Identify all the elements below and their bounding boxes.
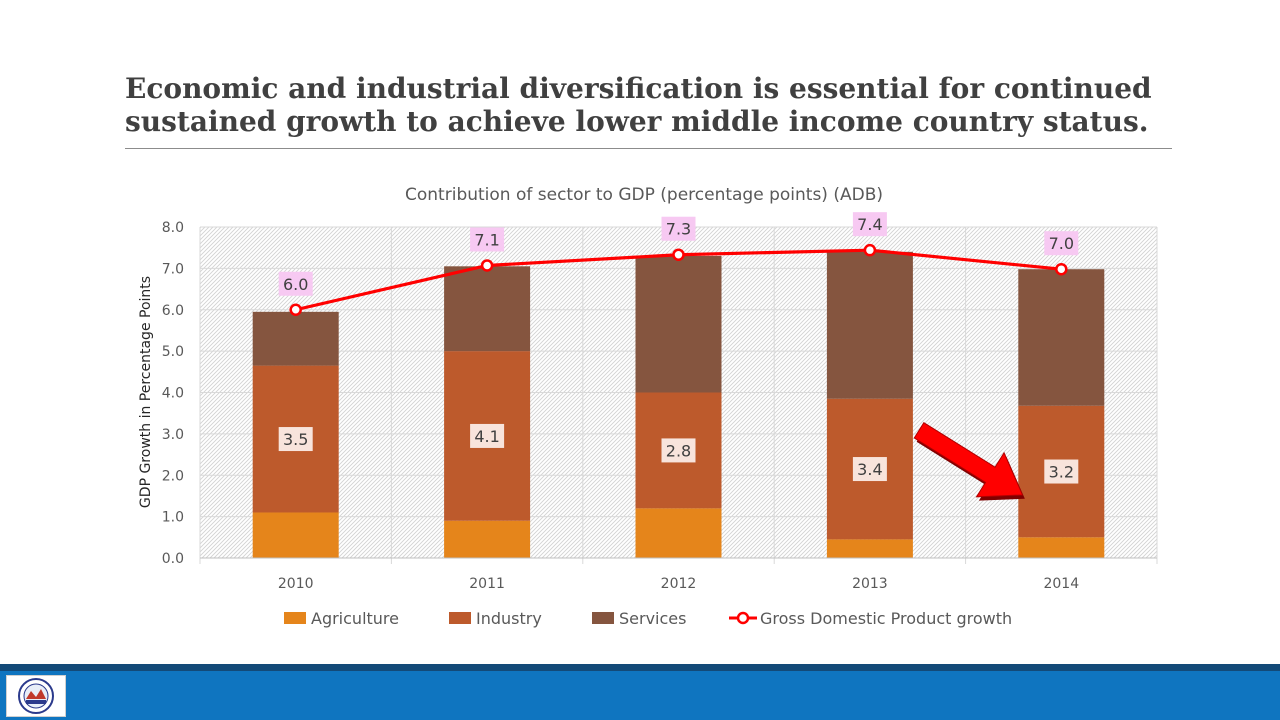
data-label: 6.0 [283, 275, 308, 294]
y-tick-label: 3.0 [162, 427, 184, 443]
bar-agriculture [635, 508, 722, 558]
gdp-growth-marker [672, 248, 685, 261]
data-label: 7.4 [857, 215, 882, 234]
legend-label: Industry [476, 609, 542, 628]
x-tick-label: 2013 [852, 576, 888, 592]
bar-agriculture [826, 539, 913, 558]
x-tick-label: 2011 [469, 576, 505, 592]
x-tick-label: 2012 [661, 576, 697, 592]
data-label: 7.0 [1049, 234, 1074, 253]
bar-agriculture [1018, 537, 1105, 558]
y-tick-label: 5.0 [162, 344, 184, 360]
slide-title: Economic and industrial diversification … [125, 72, 1152, 138]
bar-services [826, 251, 913, 399]
footer-band [0, 664, 1280, 720]
x-tick-label: 2010 [278, 576, 314, 592]
data-label-background [661, 438, 696, 463]
data-label-background [470, 227, 505, 252]
data-label-background [661, 216, 696, 241]
y-axis-title: GDP Growth in Percentage Points [138, 276, 154, 508]
bar-agriculture [444, 520, 531, 558]
gdp-growth-marker [1055, 262, 1068, 276]
y-tick-label: 0.0 [162, 551, 184, 567]
y-tick-label: 4.0 [162, 386, 184, 402]
data-label-background [1044, 459, 1079, 484]
title-divider [125, 148, 1172, 149]
y-tick-label: 7.0 [162, 261, 184, 277]
footer-divider [0, 664, 1280, 671]
y-tick-label: 6.0 [162, 303, 184, 319]
organization-logo [6, 675, 66, 717]
y-tick-label: 8.0 [162, 220, 184, 236]
chart-title: Contribution of sector to GDP (percentag… [405, 185, 883, 205]
legend-label: Gross Domestic Product growth [760, 609, 1012, 628]
bar-services [1018, 269, 1105, 406]
data-label: 3.4 [857, 460, 882, 479]
y-tick-label: 1.0 [162, 510, 184, 526]
legend-marker [736, 611, 750, 625]
bar-services [252, 311, 339, 366]
data-label-background [852, 212, 887, 237]
data-label: 7.3 [666, 220, 691, 239]
data-label-background [852, 457, 887, 482]
data-label: 3.5 [283, 430, 308, 449]
data-label: 3.2 [1049, 463, 1074, 482]
gdp-growth-marker [863, 243, 877, 257]
legend-swatch [449, 612, 471, 624]
gdp-contribution-chart: 3.5 4.1 2.8 3.4 3.2 6.0 7.1 7.3 7.4 7.0 0.0 1.0 2.0… [138, 185, 1158, 628]
data-label-background [278, 271, 313, 296]
data-label: 7.1 [474, 230, 499, 249]
x-tick-label: 2014 [1043, 576, 1079, 592]
bar-agriculture [252, 512, 339, 558]
decline-arrow [913, 421, 1025, 501]
gdp-growth-marker [289, 303, 302, 316]
legend-swatch [284, 612, 306, 624]
data-label: 4.1 [474, 427, 499, 446]
data-label-background [470, 423, 505, 448]
y-tick-label: 2.0 [162, 468, 184, 484]
legend-label: Agriculture [311, 609, 399, 628]
data-label-background [278, 427, 313, 452]
legend: Agriculture Industry Services Gross Domesti… [284, 609, 1012, 628]
legend-label: Services [619, 609, 686, 628]
gdp-growth-marker [480, 259, 494, 272]
bar-services [444, 266, 531, 352]
bar-services [635, 255, 722, 393]
data-label: 2.8 [666, 441, 691, 460]
legend-swatch [592, 612, 614, 624]
data-label-background [1044, 231, 1079, 256]
